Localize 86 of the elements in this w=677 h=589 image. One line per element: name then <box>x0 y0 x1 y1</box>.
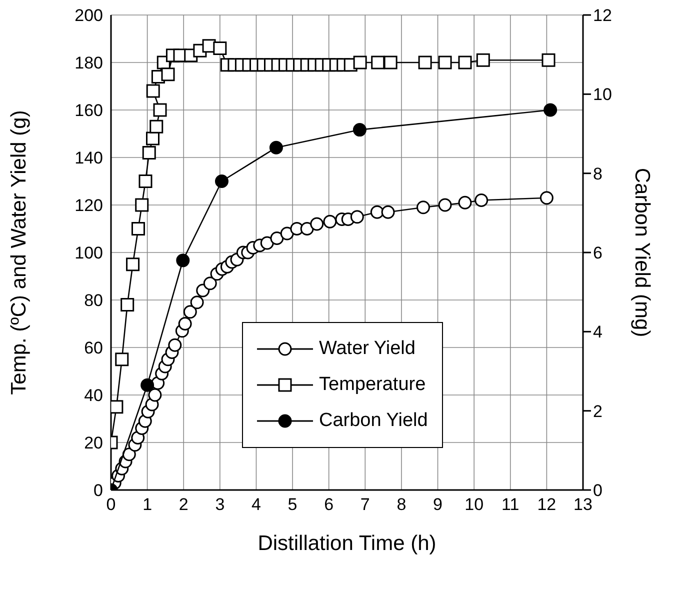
y-tick-label: 20 <box>84 434 103 453</box>
point <box>352 123 366 137</box>
y2-tick-label: 8 <box>593 164 602 184</box>
y2-tick-label: 12 <box>593 6 612 26</box>
x-tick-label: 9 <box>433 495 443 514</box>
y-tick-label: 140 <box>74 148 103 168</box>
point <box>148 388 162 402</box>
y-tick-label: 60 <box>84 338 103 358</box>
y-tick-label: 180 <box>74 54 103 73</box>
legend-label: Water Yield <box>319 338 416 360</box>
point <box>416 200 430 214</box>
point <box>371 56 385 70</box>
point <box>140 378 154 392</box>
y2-tick-label: 6 <box>593 244 602 263</box>
legend-label: Carbon Yield <box>319 410 428 432</box>
y-tick-label: 160 <box>74 101 103 120</box>
x-tick-label: 4 <box>251 495 261 514</box>
y2-tick-label: 0 <box>593 481 602 500</box>
x-tick-label: 13 <box>574 495 592 514</box>
x-axis-title: Distillation Time (h) <box>258 532 436 555</box>
point <box>168 338 182 352</box>
x-tick-label: 12 <box>537 495 556 514</box>
y-tick-label: 40 <box>84 386 103 406</box>
point <box>458 196 472 210</box>
point <box>381 205 395 219</box>
point <box>370 205 384 219</box>
point <box>476 53 490 67</box>
point <box>540 191 554 205</box>
y-axis-title: Temp. (ºC) and Water Yield (g) <box>7 110 30 395</box>
point <box>146 84 160 98</box>
x-tick-label: 8 <box>396 495 406 514</box>
x-tick-label: 3 <box>215 495 225 514</box>
point <box>138 174 152 188</box>
point <box>310 217 324 231</box>
point <box>111 400 124 414</box>
x-tick-label: 7 <box>360 495 370 514</box>
point <box>269 140 283 154</box>
point <box>474 194 488 207</box>
point <box>115 352 129 366</box>
point <box>260 236 274 250</box>
x-tick-label: 5 <box>288 495 298 514</box>
x-tick-label: 6 <box>324 495 334 514</box>
point <box>203 276 217 290</box>
y2-tick-label: 4 <box>593 322 602 342</box>
point <box>126 258 140 272</box>
y2-tick-label: 2 <box>593 402 602 421</box>
point <box>176 254 190 268</box>
point <box>213 42 227 55</box>
y-tick-label: 100 <box>74 244 103 263</box>
y2-axis-title: Carbon Yield (mg) <box>630 168 654 338</box>
point <box>183 305 197 319</box>
x-tick-label: 10 <box>464 495 484 514</box>
point <box>120 298 134 312</box>
y2-tick-label: 10 <box>593 85 612 104</box>
point <box>270 232 284 245</box>
point <box>438 198 452 212</box>
point <box>178 317 192 330</box>
point <box>150 120 164 134</box>
x-tick-label: 2 <box>178 495 188 514</box>
y-tick-label: 80 <box>84 291 103 310</box>
y-tick-label: 200 <box>74 6 103 26</box>
point <box>153 103 167 117</box>
legend-label: Temperature <box>319 374 426 396</box>
x-tick-label: 11 <box>502 495 520 514</box>
point <box>384 56 398 70</box>
point <box>438 56 452 70</box>
point <box>544 103 558 117</box>
point <box>131 222 145 236</box>
point <box>146 132 160 146</box>
point <box>142 146 156 160</box>
point <box>300 222 314 236</box>
x-tick-label: 1 <box>142 495 152 514</box>
point <box>161 68 175 82</box>
point <box>190 296 204 310</box>
point <box>350 210 364 224</box>
point <box>135 198 149 212</box>
point <box>353 56 367 70</box>
point <box>323 214 337 228</box>
point <box>542 53 556 67</box>
point <box>418 56 432 70</box>
y-tick-label: 0 <box>94 481 103 500</box>
point <box>280 226 294 240</box>
x-tick-label: 0 <box>106 495 116 514</box>
point <box>214 174 228 188</box>
y-tick-label: 120 <box>74 196 103 216</box>
point <box>458 56 472 70</box>
